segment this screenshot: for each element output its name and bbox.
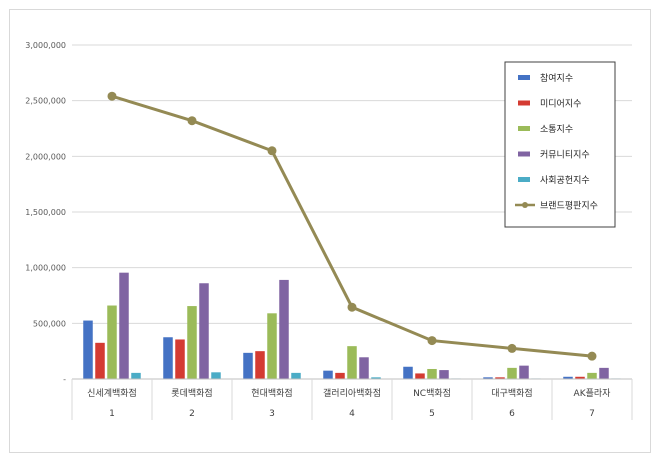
bar [279,279,289,379]
bar [439,370,449,379]
bar [483,377,493,379]
legend-swatch [518,151,530,157]
chart-frame: - 500,000 1,000,000 1,500,000 2,000,000 2,500… [9,9,651,453]
y-tick-label: 2,500,000 [25,97,66,106]
line-point [427,336,437,346]
y-tick-label: 1,500,000 [25,208,66,217]
bar [267,313,277,379]
category-label: NC백화점 [413,387,451,399]
line-point [267,146,277,156]
category-label: 신세계백화점 [87,387,137,399]
rank-label: 3 [269,409,275,419]
y-tick-label: 500,000 [33,319,66,328]
rank-label: 7 [589,409,595,419]
category-label: 갤러리아백화점 [323,387,381,399]
bar [131,372,141,379]
category-label: 현대백화점 [251,387,292,399]
bar [95,342,105,379]
bar [187,306,197,379]
chart-svg: - 500,000 1,000,000 1,500,000 2,000,000 2,500… [25,41,633,420]
legend-swatch-marker [522,202,528,208]
bar [519,365,529,379]
bar [335,372,345,379]
bar [563,376,573,379]
bar [255,351,265,379]
bar [291,372,301,379]
y-tick-label: 1,000,000 [25,264,66,273]
line-point [187,116,197,126]
bar [371,377,381,379]
line-point [107,91,117,101]
y-tick-label: 2,000,000 [25,152,66,161]
rank-label: 5 [429,409,435,419]
bar [403,366,413,379]
bar [427,368,437,379]
line-point [507,343,517,353]
bar [107,305,117,379]
legend-swatch [518,75,530,80]
bar [211,372,221,379]
bar [175,339,185,379]
legend-swatch [518,126,530,131]
bar [163,337,173,379]
bar [323,370,333,379]
rank-label: 2 [189,409,195,419]
y-axis: - 500,000 1,000,000 1,500,000 2,000,000 2,500… [25,41,66,384]
bar [507,367,517,379]
legend-label: 브랜드평판지수 [540,201,598,212]
bar [495,377,505,379]
legend-label: 참여지수 [540,72,573,84]
legend-swatch [518,177,530,182]
legend-label: 소통지수 [540,124,573,135]
rank-label: 1 [109,409,115,419]
grid-layer [72,44,632,324]
bar [587,372,597,379]
y-tick-label: - [63,375,66,384]
legend-label: 커뮤니티지수 [540,150,590,161]
x-axis: 신세계백화점 1 롯데백화점 2 현대백화점 3 갤러리아백화점 4 NC백화점 5 대구백화점 6 A… [71,378,633,420]
legend-label: 미디어지수 [540,99,581,110]
bar [599,367,609,379]
bar [243,352,253,379]
rank-label: 6 [509,409,515,419]
rank-label: 4 [349,409,355,419]
bar [415,373,425,379]
legend-label: 사회공헌지수 [540,175,590,186]
category-label: 대구백화점 [491,387,532,399]
bar-layer [83,272,621,379]
legend-swatch [518,100,530,106]
legend-box [504,61,616,228]
bar [83,320,93,379]
bar [359,357,369,379]
category-label: AK플라자 [574,388,612,399]
category-label: 롯데백화점 [171,387,212,399]
bar [347,346,357,379]
line-layer [107,91,597,361]
line-point [587,351,597,361]
y-tick-label: 3,000,000 [25,41,66,50]
bar [199,283,209,379]
bar [119,272,129,379]
line-point [347,302,357,312]
bar [575,376,585,379]
